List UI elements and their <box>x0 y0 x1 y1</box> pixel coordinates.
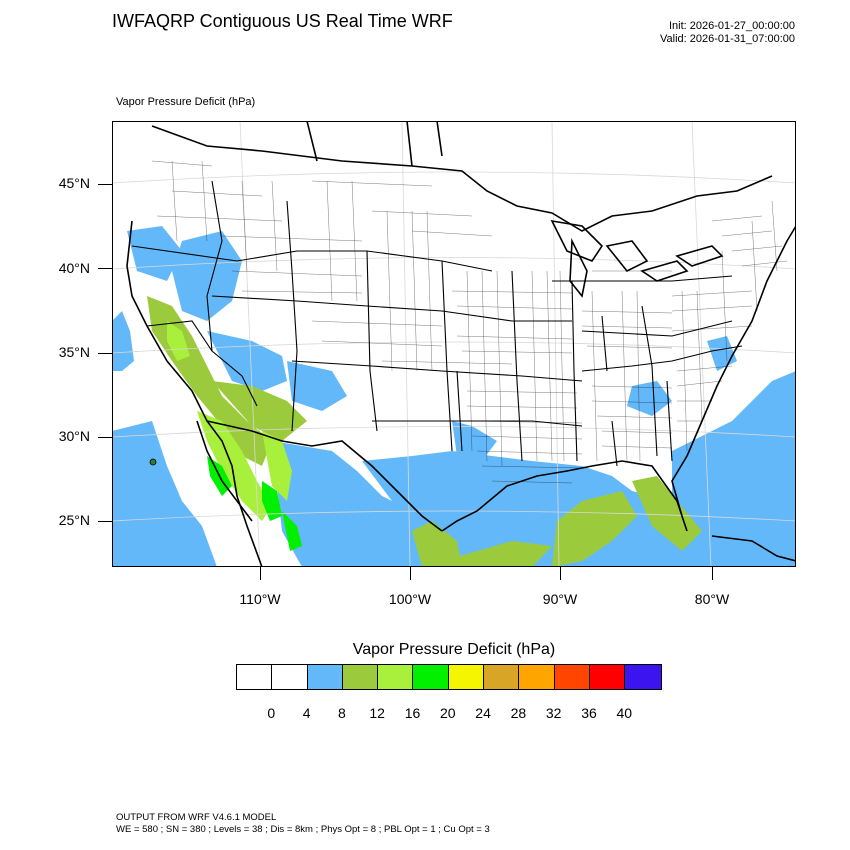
footer-line-2: WE = 580 ; SN = 380 ; Levels = 38 ; Dis … <box>116 824 490 835</box>
colorbar-swatch <box>519 665 555 689</box>
field-subtitle: Vapor Pressure Deficit (hPa) <box>116 96 256 108</box>
lon-tick <box>260 567 261 580</box>
lat-tick <box>98 437 112 438</box>
vpd-12-16-fill <box>167 321 292 521</box>
colorbar-swatch <box>484 665 520 689</box>
colorbar-label: 20 <box>440 705 456 721</box>
lat-label-35: 35°N <box>58 344 90 360</box>
lat-tick <box>98 184 112 185</box>
colorbar-label: 0 <box>267 705 276 721</box>
lat-label-40: 40°N <box>58 260 90 276</box>
model-footer: OUTPUT FROM WRF V4.6.1 MODEL WE = 580 ; … <box>116 812 490 836</box>
lon-label-100: 100°W <box>388 591 432 607</box>
lon-label-90: 90°W <box>542 591 578 607</box>
colorbar-swatch <box>307 665 343 689</box>
lon-tick <box>410 567 411 580</box>
colorbar-label: 16 <box>404 705 421 721</box>
coastlines <box>126 121 796 567</box>
colorbar-label: 36 <box>581 705 597 721</box>
island-marker <box>149 458 157 466</box>
colorbar-label: 12 <box>369 705 385 721</box>
colorbar-label: 40 <box>616 705 633 721</box>
colorbar-swatch <box>237 665 273 689</box>
colorbar-swatch <box>589 665 626 689</box>
colorbar-label: 32 <box>545 705 562 721</box>
lon-tick <box>560 567 561 580</box>
lat-label-30: 30°N <box>58 428 90 444</box>
run-times: Init: 2026-01-27_00:00:00 Valid: 2026-01… <box>660 20 795 46</box>
colorbar-label: 24 <box>475 705 491 721</box>
colorbar-swatch <box>342 665 379 689</box>
lon-tick <box>712 567 713 580</box>
colorbar-swatch <box>413 665 449 689</box>
valid-time: Valid: 2026-01-31_07:00:00 <box>660 33 795 45</box>
lat-label-45: 45°N <box>58 175 90 191</box>
colorbar-swatch <box>625 665 661 689</box>
init-time: Init: 2026-01-27_00:00:00 <box>669 20 795 32</box>
colorbar-swatch <box>378 665 414 689</box>
map-frame <box>112 121 796 567</box>
colorbar-swatch <box>448 665 485 689</box>
lat-tick <box>98 353 112 354</box>
colorbar-swatch <box>272 665 308 689</box>
chart-title: IWFAQRP Contiguous US Real Time WRF <box>112 11 453 31</box>
colorbar-label: 28 <box>510 705 527 721</box>
vpd-map <box>112 121 796 567</box>
footer-line-1: OUTPUT FROM WRF V4.6.1 MODEL <box>116 812 277 823</box>
lon-label-80: 80°W <box>694 591 730 607</box>
colorbar-title: Vapor Pressure Deficit (hPa) <box>352 641 556 658</box>
state-boundaries <box>131 180 743 467</box>
colorbar-swatch <box>554 665 590 689</box>
colorbar <box>236 664 662 690</box>
lat-tick <box>98 521 112 522</box>
lat-tick <box>98 268 112 269</box>
county-boundaries <box>151 160 788 484</box>
lon-label-110: 110°W <box>239 591 281 607</box>
colorbar-label: 8 <box>337 705 346 721</box>
lat-label-25: 25°N <box>58 512 90 528</box>
colorbar-label: 4 <box>302 705 311 721</box>
